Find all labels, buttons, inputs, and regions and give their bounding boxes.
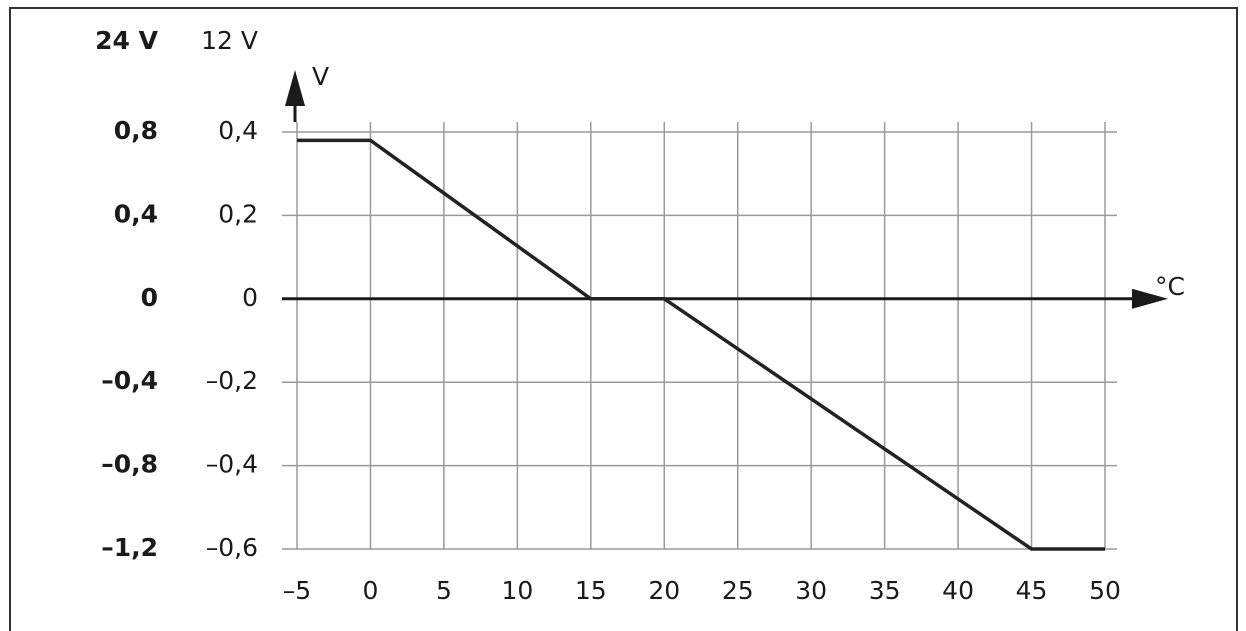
x-tick-label: 35 [869,576,901,605]
data-line [297,138,1105,551]
y2-tick-label: –1,2 [101,533,158,562]
y-header: 12 V [201,26,258,55]
frame [9,7,1238,631]
x-tick-label: 30 [795,576,827,605]
x-axis-arrow [1132,288,1168,309]
x-tick-label: 50 [1089,576,1121,605]
y-tick-label: 0 [242,283,258,312]
y2-tick-label: –0,4 [101,366,158,395]
x-tick-label: 15 [575,576,607,605]
y-tick-label: 0,2 [218,199,258,228]
y2-tick-label: –0,8 [101,450,158,479]
y-tick-label: –0,4 [206,450,258,479]
x-tick-label: 0 [363,576,379,605]
x-tick-label: –5 [283,576,311,605]
y-tick-label: –0,2 [206,366,258,395]
y2-tick-label: 0 [141,283,158,312]
y-axis-label: V [312,62,329,91]
x-tick-label: 10 [501,576,533,605]
x-tick-label: 45 [1016,576,1048,605]
x-axis-label: °C [1155,272,1185,301]
y-tick-label: 0,4 [218,116,258,145]
x-tick-label: 20 [648,576,680,605]
x-tick-label: 25 [722,576,754,605]
y2-tick-label: 0,4 [114,199,158,228]
y2-header: 24 V [95,26,158,55]
y-tick-label: –0,6 [206,533,258,562]
y2-tick-label: 0,8 [114,116,158,145]
x-tick-label: 5 [436,576,452,605]
y-axis-arrow [285,70,305,106]
x-tick-label: 40 [942,576,974,605]
